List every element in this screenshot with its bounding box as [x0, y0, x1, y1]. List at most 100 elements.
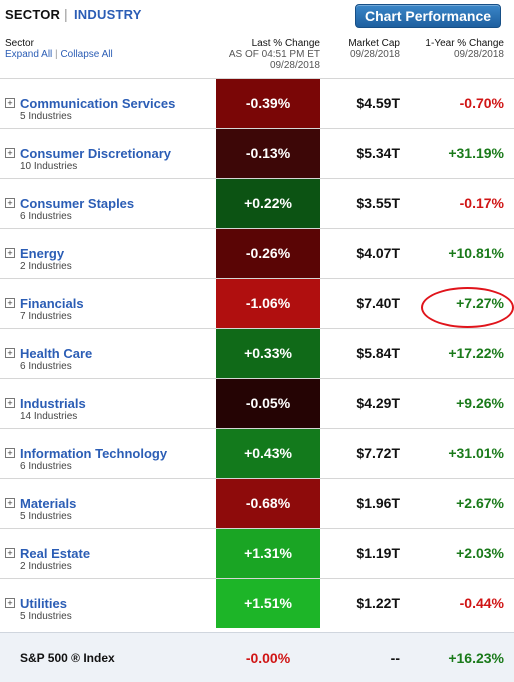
industry-count: 7 Industries — [20, 311, 72, 322]
column-header-sector: Sector Expand All | Collapse All — [5, 38, 113, 60]
year-change-value: +31.01% — [448, 445, 504, 461]
market-cap-date: 09/28/2018 — [349, 49, 400, 60]
sector-name-link[interactable]: Consumer Staples — [20, 196, 135, 211]
sector-name-link[interactable]: Consumer Discretionary — [20, 146, 171, 161]
sector-name-link[interactable]: Health Care — [20, 346, 93, 361]
link-separator: | — [55, 49, 58, 60]
tab-sector[interactable]: SECTOR — [5, 7, 61, 22]
expand-icon[interactable]: + — [5, 348, 15, 358]
expand-all-link[interactable]: Expand All — [5, 49, 53, 60]
last-change-tile: +1.51% — [216, 579, 320, 628]
expand-icon[interactable]: + — [5, 148, 15, 158]
last-change-label: Last % Change — [251, 38, 320, 49]
index-market-cap: -- — [390, 650, 400, 666]
last-change-asof: AS OF 04:51 PM ET — [228, 49, 320, 60]
sector-name-link[interactable]: Energy — [20, 246, 65, 261]
industry-count: 5 Industries — [20, 611, 72, 622]
year-change-value: +31.19% — [448, 145, 504, 161]
last-change-tile: +1.31% — [216, 529, 320, 578]
index-name: S&P 500 ® Index — [20, 651, 115, 665]
market-cap-value: $5.34T — [356, 145, 400, 161]
table-row: + Industrials 14 Industries -0.05% $4.29T +9.… — [0, 378, 514, 428]
expand-icon[interactable]: + — [5, 448, 15, 458]
last-change-tile: -0.39% — [216, 79, 320, 128]
year-change-value: +10.81% — [448, 245, 504, 261]
index-row: S&P 500 ® Index -0.00% -- +16.23% — [0, 632, 514, 682]
industry-count: 2 Industries — [20, 561, 72, 572]
sector-name-link[interactable]: Information Technology — [20, 446, 168, 461]
index-year-change: +16.23% — [448, 650, 504, 666]
table-row: + Health Care 6 Industries +0.33% $5.84T +17.… — [0, 328, 514, 378]
table-row: + Energy 2 Industries -0.26% $4.07T +10.81% — [0, 228, 514, 278]
table-row: + Financials 7 Industries -1.06% $7.40T +7.27… — [0, 278, 514, 328]
industry-count: 10 Industries — [20, 161, 78, 172]
industry-count: 6 Industries — [20, 461, 72, 472]
last-change-tile: -0.05% — [216, 379, 320, 428]
expand-icon[interactable]: + — [5, 248, 15, 258]
year-change-value: -0.70% — [459, 95, 504, 111]
industry-count: 6 Industries — [20, 211, 72, 222]
industry-count: 5 Industries — [20, 111, 72, 122]
last-change-tile: +0.43% — [216, 429, 320, 478]
industry-count: 6 Industries — [20, 361, 72, 372]
table-row: + Utilities 5 Industries +1.51% $1.22T -0.44% — [0, 578, 514, 628]
market-cap-label: Market Cap — [348, 38, 400, 49]
market-cap-value: $3.55T — [356, 195, 400, 211]
column-header-year-change[interactable]: 1-Year % Change 09/28/2018 — [404, 38, 504, 60]
sector-name-link[interactable]: Communication Services — [20, 96, 176, 111]
sector-name-link[interactable]: Real Estate — [20, 546, 91, 561]
expand-icon[interactable]: + — [5, 198, 15, 208]
table-row: + Real Estate 2 Industries +1.31% $1.19T +2.0… — [0, 528, 514, 578]
market-cap-value: $1.22T — [356, 595, 400, 611]
expand-icon[interactable]: + — [5, 498, 15, 508]
expand-collapse-links: Expand All | Collapse All — [5, 49, 113, 60]
last-change-tile: -0.13% — [216, 129, 320, 178]
sector-name-link[interactable]: Financials — [20, 296, 84, 311]
sector-name-link[interactable]: Utilities — [20, 596, 67, 611]
year-change-value: +2.67% — [456, 495, 504, 511]
index-last-change: -0.00% — [245, 650, 291, 666]
tab-industry[interactable]: INDUSTRY — [74, 7, 142, 22]
market-cap-value: $4.07T — [356, 245, 400, 261]
sector-header-label: Sector — [5, 38, 34, 49]
market-cap-value: $1.19T — [356, 545, 400, 561]
expand-icon[interactable]: + — [5, 298, 15, 308]
last-change-tile: -0.26% — [216, 229, 320, 278]
last-change-date: 09/28/2018 — [269, 60, 320, 71]
expand-icon[interactable]: + — [5, 98, 15, 108]
year-change-value: +17.22% — [448, 345, 504, 361]
last-change-tile: +0.22% — [216, 179, 320, 228]
industry-count: 5 Industries — [20, 511, 72, 522]
year-change-value: -0.17% — [459, 195, 504, 211]
table-row: + Materials 5 Industries -0.68% $1.96T +2.67% — [0, 478, 514, 528]
table-row: + Communication Services 5 Industries -0.39… — [0, 78, 514, 128]
year-change-value: +7.27% — [456, 295, 504, 311]
table-row: + Information Technology 6 Industries +0.43… — [0, 428, 514, 478]
year-change-value: -0.44% — [459, 595, 504, 611]
market-cap-value: $7.72T — [356, 445, 400, 461]
market-cap-value: $5.84T — [356, 345, 400, 361]
sector-name-link[interactable]: Materials — [20, 496, 77, 511]
expand-icon[interactable]: + — [5, 548, 15, 558]
last-change-tile: +0.33% — [216, 329, 320, 378]
market-cap-value: $7.40T — [356, 295, 400, 311]
expand-icon[interactable]: + — [5, 398, 15, 408]
chart-performance-button[interactable]: Chart Performance — [355, 4, 501, 28]
industry-count: 2 Industries — [20, 261, 72, 272]
column-header-last-change[interactable]: Last % Change AS OF 04:51 PM ET 09/28/20… — [216, 38, 320, 71]
collapse-all-link[interactable]: Collapse All — [60, 49, 113, 60]
table-row: + Consumer Discretionary 10 Industries -0.1… — [0, 128, 514, 178]
year-change-value: +9.26% — [456, 395, 504, 411]
year-change-date: 09/28/2018 — [453, 49, 504, 60]
sector-table: + Communication Services 5 Industries -0.39… — [0, 78, 514, 628]
industry-count: 14 Industries — [20, 411, 78, 422]
expand-icon[interactable]: + — [5, 598, 15, 608]
market-cap-value: $4.29T — [356, 395, 400, 411]
column-header-market-cap[interactable]: Market Cap 09/28/2018 — [322, 38, 400, 60]
tab-separator: | — [64, 6, 68, 22]
top-bar: SECTOR | INDUSTRY Chart Performance — [0, 0, 514, 34]
table-row: + Consumer Staples 6 Industries +0.22% $3.55… — [0, 178, 514, 228]
year-change-label: 1-Year % Change — [425, 38, 504, 49]
sector-name-link[interactable]: Industrials — [20, 396, 86, 411]
year-change-value: +2.03% — [456, 545, 504, 561]
